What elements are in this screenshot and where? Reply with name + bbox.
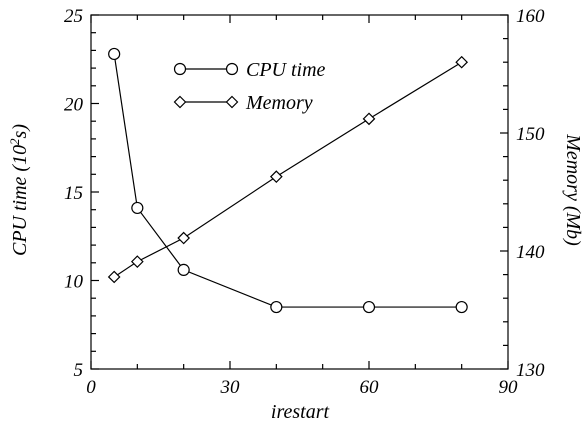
legend-cpu-time-label: CPU time [246,59,326,81]
axis-ticks: 0 30 60 90 5 10 15 20 25 130 140 150 160 [64,6,545,398]
cpu-time-line [113,53,462,308]
legend: CPU time Memory [173,59,326,114]
cpu-time-point [177,263,190,276]
legend-cpu-time-marker [225,62,239,76]
cpu-time-point [455,300,468,314]
memory-point [107,270,121,284]
x-tick-label: 0 [86,377,96,398]
memory-point [362,112,376,126]
y-left-tick-label: 10 [64,272,84,293]
y-axis-title-left: CPU time (102s) [7,124,31,256]
y-left-tick-label: 25 [64,6,83,27]
legend-memory-label: Memory [245,92,313,114]
y-right-tick-label: 150 [516,124,545,145]
legend-memory-marker [225,95,239,109]
memory-point [130,255,144,268]
memory-point [455,55,469,69]
y-left-tick-label: 20 [64,95,84,116]
series [107,47,469,314]
legend-memory-marker [173,95,187,109]
y-right-tick-label: 140 [516,242,545,263]
y-left-tick-label: 5 [74,360,84,381]
y-axis-title-left-tail: s) [9,124,31,139]
y-right-tick-label: 130 [516,360,545,381]
cpu-time-point [108,47,121,61]
legend-cpu-time-marker [173,62,187,76]
cpu-time-point [362,300,376,314]
x-tick-label: 90 [499,377,519,398]
x-axis-title: irestart [271,401,330,423]
y-axis-title-left-superscript: 2 [7,138,22,145]
cpu-time-point [131,201,144,215]
y-axis-title-left-main: CPU time (10 [9,145,31,256]
x-tick-label: 30 [220,377,241,398]
y-left-tick-label: 15 [64,183,83,204]
y-right-tick-label: 160 [516,6,545,27]
y-axis-title-right: Memory (Mb) [562,133,584,246]
memory-point [269,170,283,184]
cpu-time-point [270,300,283,314]
memory-line [113,61,462,278]
memory-point [177,231,191,245]
x-tick-label: 60 [360,377,380,398]
